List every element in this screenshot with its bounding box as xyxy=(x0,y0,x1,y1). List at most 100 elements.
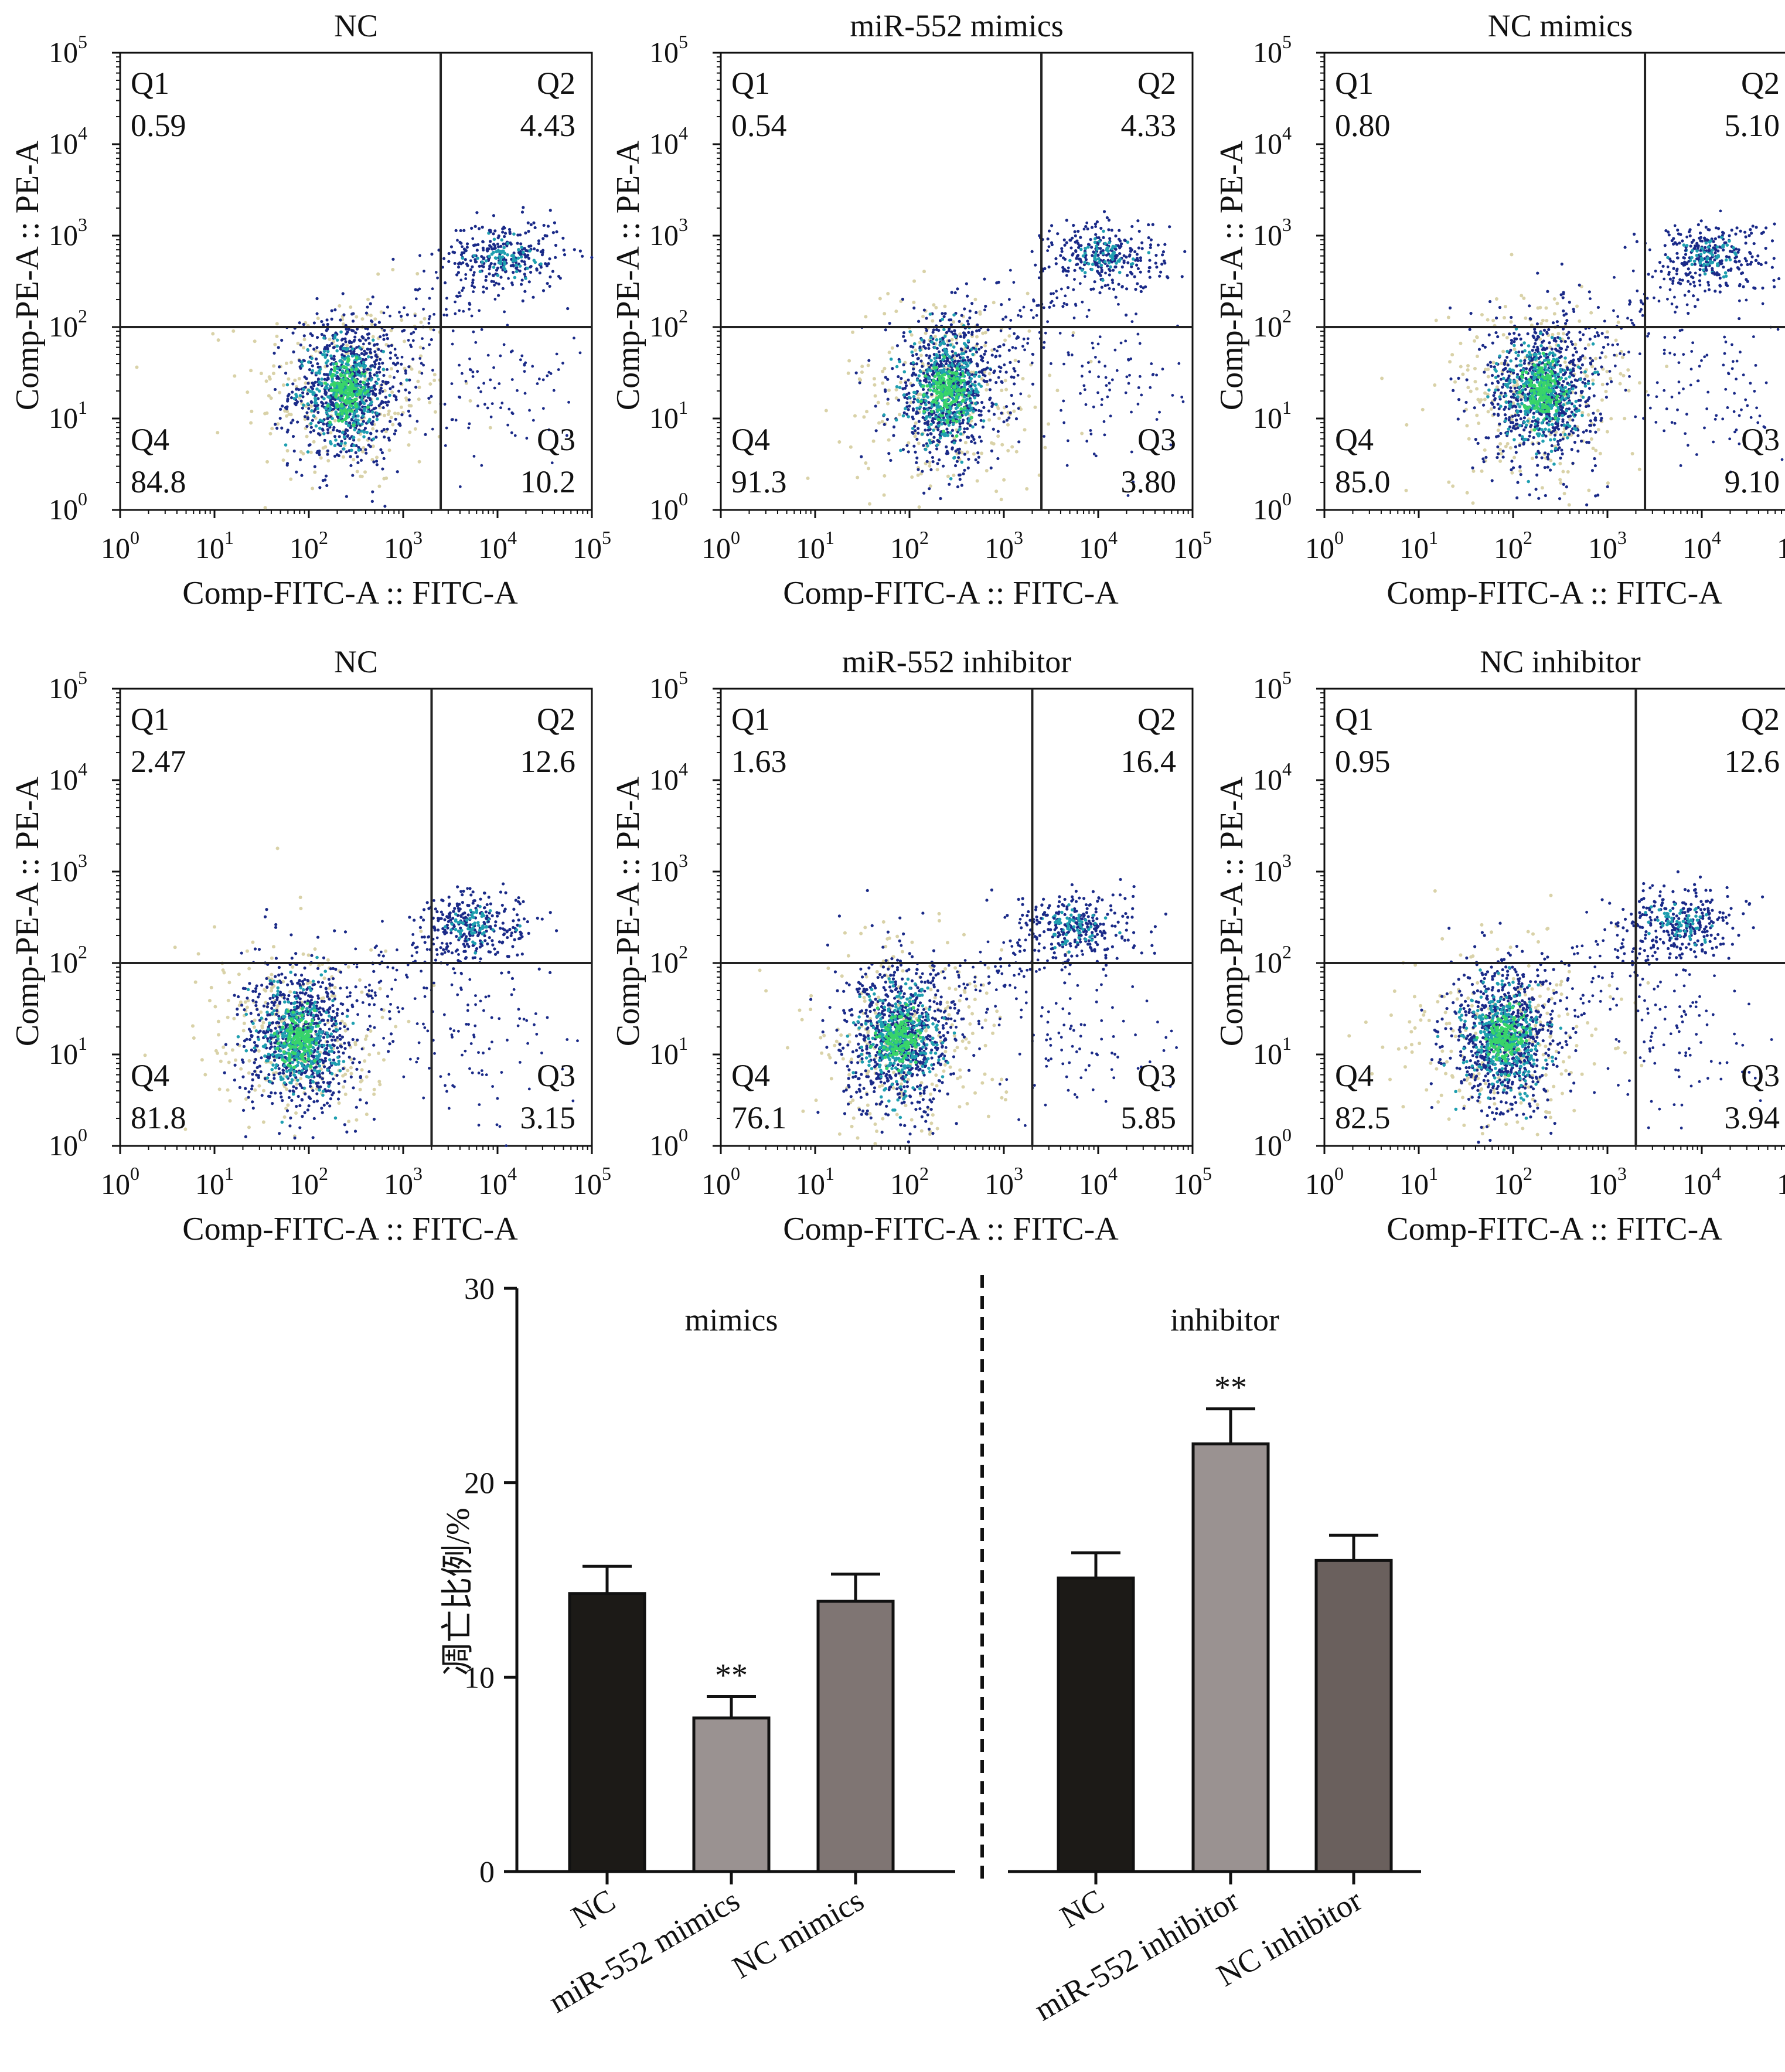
bar-y-tick-label: 30 xyxy=(464,1273,495,1306)
x-tick-label: 104 xyxy=(1079,527,1118,564)
quadrant-value: 1.63 xyxy=(731,744,787,779)
y-tick-label: 103 xyxy=(649,214,688,251)
quadrant-value: 3.80 xyxy=(1121,464,1177,499)
bar-group-label: inhibitor xyxy=(1170,1302,1279,1338)
flow-panel-title: NC mimics xyxy=(1488,8,1633,43)
y-tick-label: 103 xyxy=(49,214,87,251)
x-tick-label: 104 xyxy=(1682,527,1721,564)
quadrant-value: 10.2 xyxy=(520,464,576,499)
flow-dots xyxy=(806,210,1187,509)
bar xyxy=(692,1716,771,1873)
flow-plot-frame xyxy=(1323,688,1785,1147)
y-tick-label: 105 xyxy=(649,667,688,705)
x-tick-label: 102 xyxy=(1494,1163,1532,1200)
quadrant-value: 0.59 xyxy=(131,108,186,143)
y-tick-label: 102 xyxy=(649,941,688,979)
y-axis-title: Comp-PE-A :: PE-A xyxy=(9,776,46,1046)
bar xyxy=(1191,1442,1270,1873)
quadrant-label: Q3 xyxy=(537,422,575,457)
quadrant-value: 91.3 xyxy=(731,464,787,499)
x-tick-label: 100 xyxy=(701,527,740,564)
y-tick-label: 103 xyxy=(1253,850,1292,887)
x-tick-label: 103 xyxy=(1588,527,1627,564)
quadrant-label: Q4 xyxy=(131,1058,169,1093)
x-axis-title: Comp-FITC-A :: FITC-A xyxy=(783,575,1119,611)
quadrant-label: Q2 xyxy=(537,66,575,101)
bar-y-tick-label: 0 xyxy=(479,1856,495,1889)
bar xyxy=(1057,1576,1135,1873)
y-tick-label: 105 xyxy=(1253,31,1292,69)
y-tick-label: 104 xyxy=(49,758,87,796)
quadrant-label: Q1 xyxy=(731,66,770,101)
quadrant-value: 9.10 xyxy=(1725,464,1780,499)
x-tick-label: 102 xyxy=(289,1163,328,1200)
quadrant-label: Q3 xyxy=(1741,1058,1780,1093)
y-tick-label: 101 xyxy=(649,397,688,434)
y-tick-label: 100 xyxy=(649,1124,688,1162)
y-tick-label: 102 xyxy=(49,941,87,979)
flow-dots xyxy=(135,206,594,510)
x-tick-label: 104 xyxy=(1079,1163,1118,1200)
flow-dots xyxy=(1347,870,1773,1144)
x-tick-label: 104 xyxy=(478,1163,517,1200)
y-tick-label: 101 xyxy=(1253,397,1292,434)
quadrant-label: Q1 xyxy=(131,66,169,101)
y-tick-label: 104 xyxy=(1253,123,1292,160)
y-axis-title: Comp-PE-A :: PE-A xyxy=(1214,776,1250,1046)
x-tick-label: 100 xyxy=(1305,527,1344,564)
flow-dots xyxy=(1380,209,1784,507)
quadrant-label: Q2 xyxy=(1137,66,1176,101)
y-tick-label: 100 xyxy=(1253,1124,1292,1162)
x-tick-label: 100 xyxy=(701,1163,740,1200)
quadrant-value: 3.15 xyxy=(520,1100,576,1135)
flow-panel: NC inhibitor Q1 0.95 Q2 12.6 Q3 3.94 Q4 82.5 100 1… xyxy=(1214,644,1785,1247)
quadrant-value: 4.33 xyxy=(1121,108,1177,143)
x-axis-title: Comp-FITC-A :: FITC-A xyxy=(182,1211,518,1247)
y-axis-title: Comp-PE-A :: PE-A xyxy=(610,776,646,1046)
bar-category-label: NC mimics xyxy=(727,1882,870,1985)
x-tick-label: 101 xyxy=(1399,1163,1438,1200)
flow-panel-title: NC inhibitor xyxy=(1480,644,1641,679)
quadrant-label: Q1 xyxy=(1335,702,1374,737)
quadrant-value: 84.8 xyxy=(131,464,186,499)
quadrant-label: Q3 xyxy=(1137,1058,1176,1093)
flow-plot-frame xyxy=(1323,52,1785,511)
flow-panel: NC mimics Q1 0.80 Q2 5.10 Q3 9.10 Q4 85.0 100 100 1… xyxy=(1214,8,1785,611)
y-tick-label: 105 xyxy=(649,31,688,69)
x-tick-label: 105 xyxy=(1173,1163,1212,1200)
quadrant-label: Q1 xyxy=(1335,66,1374,101)
flow-plot-frame xyxy=(720,52,1194,511)
quadrant-value: 0.54 xyxy=(731,108,787,143)
quadrant-value: 0.80 xyxy=(1335,108,1391,143)
quadrant-label: Q1 xyxy=(131,702,169,737)
quadrant-label: Q3 xyxy=(537,1058,575,1093)
quadrant-value: 0.95 xyxy=(1335,744,1391,779)
x-tick-label: 100 xyxy=(1305,1163,1344,1200)
quadrant-label: Q2 xyxy=(1137,702,1176,737)
y-tick-label: 102 xyxy=(1253,941,1292,979)
y-axis-title: Comp-PE-A :: PE-A xyxy=(1214,140,1250,410)
x-axis-title: Comp-FITC-A :: FITC-A xyxy=(1387,575,1722,611)
x-tick-label: 102 xyxy=(890,1163,929,1200)
x-tick-label: 103 xyxy=(985,1163,1023,1200)
flow-panel: miR-552 inhibitor Q1 1.63 Q2 16.4 Q3 5.85 Q4 76.… xyxy=(610,644,1212,1247)
bar-y-tick-label: 20 xyxy=(464,1467,495,1501)
quadrant-label: Q4 xyxy=(1335,1058,1374,1093)
x-tick-label: 101 xyxy=(195,527,234,564)
x-tick-label: 103 xyxy=(384,527,423,564)
x-axis-title: Comp-FITC-A :: FITC-A xyxy=(783,1211,1119,1247)
quadrant-label: Q2 xyxy=(1741,702,1780,737)
flow-panel-title: NC xyxy=(334,644,378,679)
y-tick-label: 100 xyxy=(49,488,87,526)
x-tick-label: 102 xyxy=(1494,527,1532,564)
y-tick-label: 104 xyxy=(649,758,688,796)
quadrant-label: Q3 xyxy=(1137,422,1176,457)
quadrant-value: 85.0 xyxy=(1335,464,1391,499)
y-tick-label: 102 xyxy=(649,305,688,343)
quadrant-value: 2.47 xyxy=(131,744,186,779)
x-tick-label: 103 xyxy=(985,527,1023,564)
x-axis-title: Comp-FITC-A :: FITC-A xyxy=(1387,1211,1722,1247)
x-axis-title: Comp-FITC-A :: FITC-A xyxy=(182,575,518,611)
quadrant-value: 16.4 xyxy=(1121,744,1177,779)
